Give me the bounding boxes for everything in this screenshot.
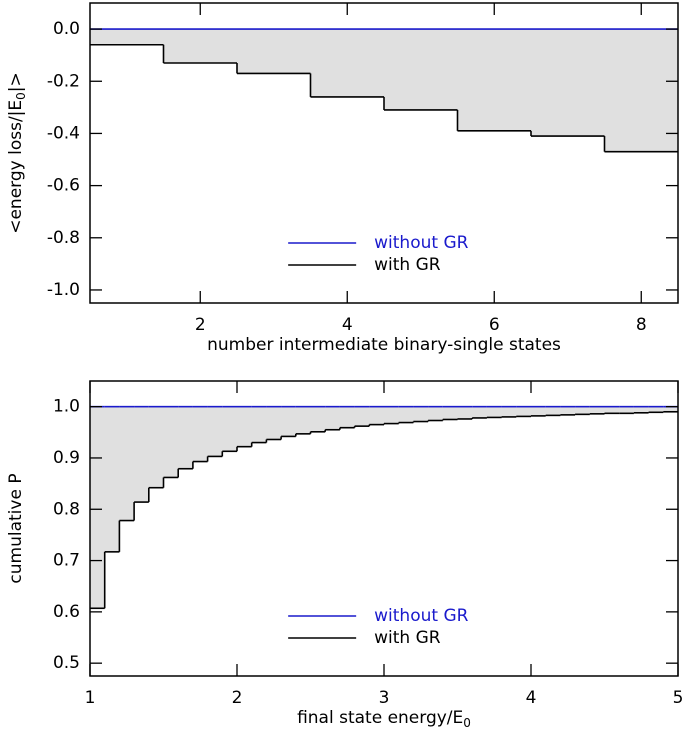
y-tick-label: 0.7 [53, 551, 80, 571]
fill-band [369, 406, 385, 425]
legend-label: without GR [374, 606, 468, 626]
legend-label: with GR [374, 628, 441, 648]
fill-band [516, 406, 532, 417]
fill-band [163, 406, 179, 478]
fill-band [486, 406, 502, 418]
x-tick-label: 3 [379, 688, 390, 708]
x-axis-label-part: final state energy/E [297, 708, 463, 728]
x-tick-label: 5 [673, 688, 684, 708]
y-tick-label: 1.0 [53, 397, 80, 417]
fill-band [119, 406, 135, 521]
plot-frame [89, 2, 679, 304]
y-tick-label: -0.6 [47, 176, 80, 196]
fill-band [457, 28, 532, 132]
fill-band [266, 406, 282, 440]
x-tick-label: 2 [232, 688, 243, 708]
fill-band [530, 28, 605, 137]
y-axis-label: cumulative P [6, 473, 26, 583]
fill-band [354, 406, 370, 427]
x-axis-label: final state energy/E0 [297, 708, 471, 730]
fill-band [148, 406, 164, 488]
y-tick-label: -0.4 [47, 123, 80, 143]
fill-band [222, 406, 238, 452]
fill-band [648, 406, 664, 413]
y-tick-label: 0.9 [53, 448, 80, 468]
fill-band [163, 28, 238, 64]
fill-band [604, 406, 620, 414]
x-tick-label: 1 [85, 688, 96, 708]
fill-band [192, 406, 208, 462]
chart: 1 2 3 4 5 0.5 0.6 0.7 0.8 0.9 1.0 final state energ… [6, 380, 684, 730]
legend-label: with GR [374, 255, 441, 275]
fill-band [236, 28, 311, 74]
fill-band [383, 406, 399, 424]
fill-band [471, 406, 488, 419]
y-axis-label: <energy loss/|E0|> [6, 72, 28, 234]
fill-band [574, 406, 591, 415]
fill-band [604, 28, 679, 152]
y-tick-label: 0.0 [53, 19, 80, 39]
fill-band [501, 406, 517, 418]
fill-band [427, 406, 444, 421]
fill-band [310, 406, 326, 433]
fill-band [530, 406, 546, 417]
x-axis-label: number intermediate binary-single states [207, 335, 561, 355]
fill-band [560, 406, 576, 416]
fill-band [89, 406, 105, 609]
fill-band [339, 406, 355, 428]
x-tick-label: 4 [526, 688, 537, 708]
x-tick-label: 2 [195, 315, 206, 335]
fill-band [280, 406, 297, 437]
fill-band [310, 28, 385, 98]
fill-band [295, 406, 311, 435]
y-tick-label: 0.6 [53, 602, 80, 622]
x-axis-label-part: 0 [463, 716, 471, 730]
chart: 2 4 6 8 -1.0 -0.8 -0.6 -0.4 -0.2 0.0 number interm… [6, 2, 679, 355]
legend-label: without GR [374, 233, 468, 253]
y-tick-label: -1.0 [47, 280, 80, 300]
fill-band [177, 406, 194, 469]
fill-band [413, 406, 429, 422]
fill-band [207, 406, 223, 457]
y-tick-label: 0.8 [53, 499, 80, 519]
x-tick-label: 8 [636, 315, 647, 335]
fill-band [89, 28, 164, 45]
fill-band [104, 406, 120, 553]
y-axis-label-part: |> [6, 72, 26, 92]
y-axis-label-part: <energy loss/|E [6, 100, 26, 234]
y-tick-label: -0.2 [47, 71, 80, 91]
fill-band [442, 406, 458, 420]
fill-band [251, 406, 267, 443]
fill-band [618, 406, 635, 414]
fill-band [589, 406, 605, 415]
fill-band [545, 406, 561, 416]
fill-band [383, 28, 458, 111]
y-tick-label: 0.5 [53, 653, 80, 673]
fill-band [236, 406, 252, 447]
fill-band [398, 406, 414, 423]
fill-band [133, 406, 150, 503]
fill-band [633, 406, 649, 414]
y-axis-label-part: cumulative P [6, 473, 26, 583]
x-tick-label: 4 [342, 315, 353, 335]
y-axis-label-part: 0 [14, 92, 28, 100]
fill-band [324, 406, 341, 430]
x-tick-label: 6 [489, 315, 500, 335]
fill-band [457, 406, 473, 420]
y-tick-label: -0.8 [47, 228, 80, 248]
